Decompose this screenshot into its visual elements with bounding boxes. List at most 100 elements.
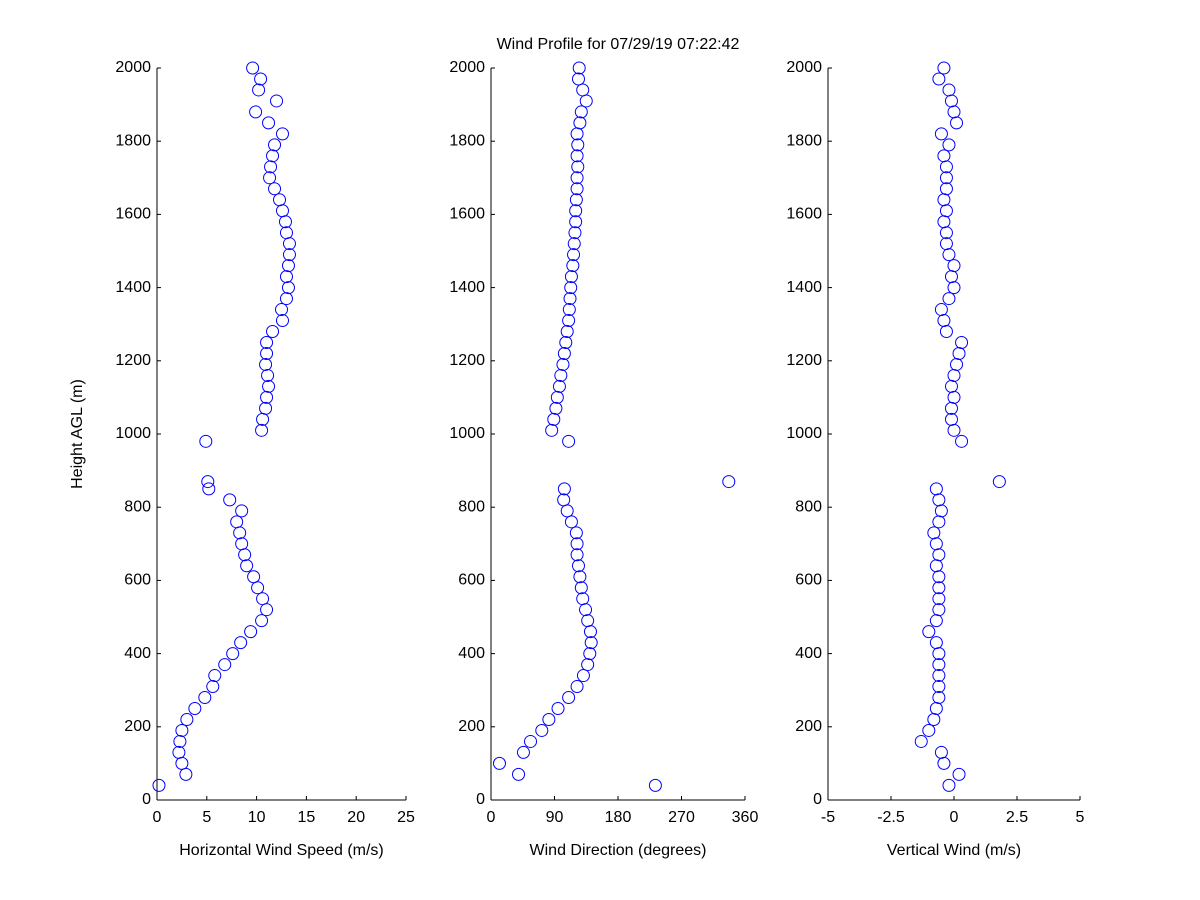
y-tick-label: 1800 xyxy=(115,132,151,149)
point xyxy=(570,182,584,196)
point xyxy=(260,603,274,617)
point xyxy=(573,116,587,130)
point xyxy=(939,237,953,251)
y-tick-label: 200 xyxy=(124,718,151,735)
point xyxy=(252,83,266,97)
point xyxy=(584,636,598,650)
y-tick-label: 2000 xyxy=(115,59,151,76)
y-tick-label: 400 xyxy=(795,645,822,662)
point xyxy=(934,303,948,317)
point xyxy=(583,647,597,661)
point xyxy=(944,401,958,415)
point xyxy=(180,712,194,726)
point xyxy=(566,259,580,273)
point xyxy=(942,248,956,262)
point xyxy=(937,314,951,328)
point xyxy=(929,537,943,551)
y-tick-label: 600 xyxy=(458,572,485,589)
point xyxy=(524,734,538,748)
point xyxy=(255,614,269,628)
point xyxy=(179,767,193,781)
y-tick-label: 600 xyxy=(795,572,822,589)
point xyxy=(552,379,566,393)
point xyxy=(264,160,278,174)
y-tick-label: 400 xyxy=(458,645,485,662)
point xyxy=(576,669,590,683)
point xyxy=(929,614,943,628)
point xyxy=(942,292,956,306)
y-tick-label: 1000 xyxy=(786,425,822,442)
y-tick-label: 1000 xyxy=(449,425,485,442)
point xyxy=(542,712,556,726)
point xyxy=(569,204,583,218)
point xyxy=(263,171,277,185)
point xyxy=(937,193,951,207)
point xyxy=(932,72,946,86)
x-tick-label: 180 xyxy=(605,809,632,826)
point xyxy=(992,475,1006,489)
point xyxy=(254,72,268,86)
point xyxy=(942,778,956,792)
point xyxy=(208,669,222,683)
point xyxy=(571,160,585,174)
point xyxy=(564,270,578,284)
point xyxy=(576,83,590,97)
point xyxy=(932,515,946,529)
point xyxy=(939,182,953,196)
point xyxy=(955,434,969,448)
point xyxy=(275,127,289,141)
point xyxy=(939,160,953,174)
y-tick-label: 1600 xyxy=(115,206,151,223)
point xyxy=(947,368,961,382)
x-tick-label: 90 xyxy=(546,809,564,826)
point xyxy=(581,658,595,672)
point xyxy=(246,61,260,75)
point xyxy=(562,691,576,705)
point xyxy=(722,475,736,489)
point xyxy=(275,314,289,328)
point xyxy=(937,215,951,229)
point xyxy=(932,548,946,562)
x-axis-label: Horizontal Wind Speed (m/s) xyxy=(179,842,384,859)
point xyxy=(551,702,565,715)
point xyxy=(175,756,189,770)
x-axis-label: Vertical Wind (m/s) xyxy=(887,842,1021,859)
point xyxy=(939,204,953,218)
point xyxy=(562,303,576,317)
point xyxy=(206,680,220,694)
chart-title: Wind Profile for 07/29/19 07:22:42 xyxy=(497,36,740,53)
y-tick-label: 1200 xyxy=(115,352,151,369)
x-tick-label: 2.5 xyxy=(1006,809,1028,826)
x-tick-label: 5 xyxy=(202,809,211,826)
y-tick-label: 1400 xyxy=(786,279,822,296)
point xyxy=(240,559,254,573)
x-tick-label: 360 xyxy=(732,809,759,826)
point xyxy=(554,368,568,382)
point xyxy=(262,116,276,130)
point xyxy=(927,712,941,726)
point xyxy=(557,493,571,507)
point xyxy=(934,127,948,141)
point xyxy=(583,625,597,639)
point xyxy=(516,745,530,759)
point xyxy=(932,680,946,694)
point xyxy=(950,116,964,130)
x-tick-label: -2.5 xyxy=(877,809,905,826)
point xyxy=(570,127,584,141)
point xyxy=(570,149,584,163)
point xyxy=(202,482,216,496)
y-tick-label: 1400 xyxy=(115,279,151,296)
point xyxy=(556,357,570,371)
point xyxy=(235,504,249,518)
point xyxy=(929,702,943,715)
point xyxy=(549,401,563,415)
y-tick-label: 400 xyxy=(124,645,151,662)
point xyxy=(281,259,295,273)
point xyxy=(218,658,232,672)
point xyxy=(564,281,578,295)
point xyxy=(571,138,585,152)
point xyxy=(564,515,578,529)
point xyxy=(950,357,964,371)
point xyxy=(226,647,240,661)
point xyxy=(492,756,506,770)
